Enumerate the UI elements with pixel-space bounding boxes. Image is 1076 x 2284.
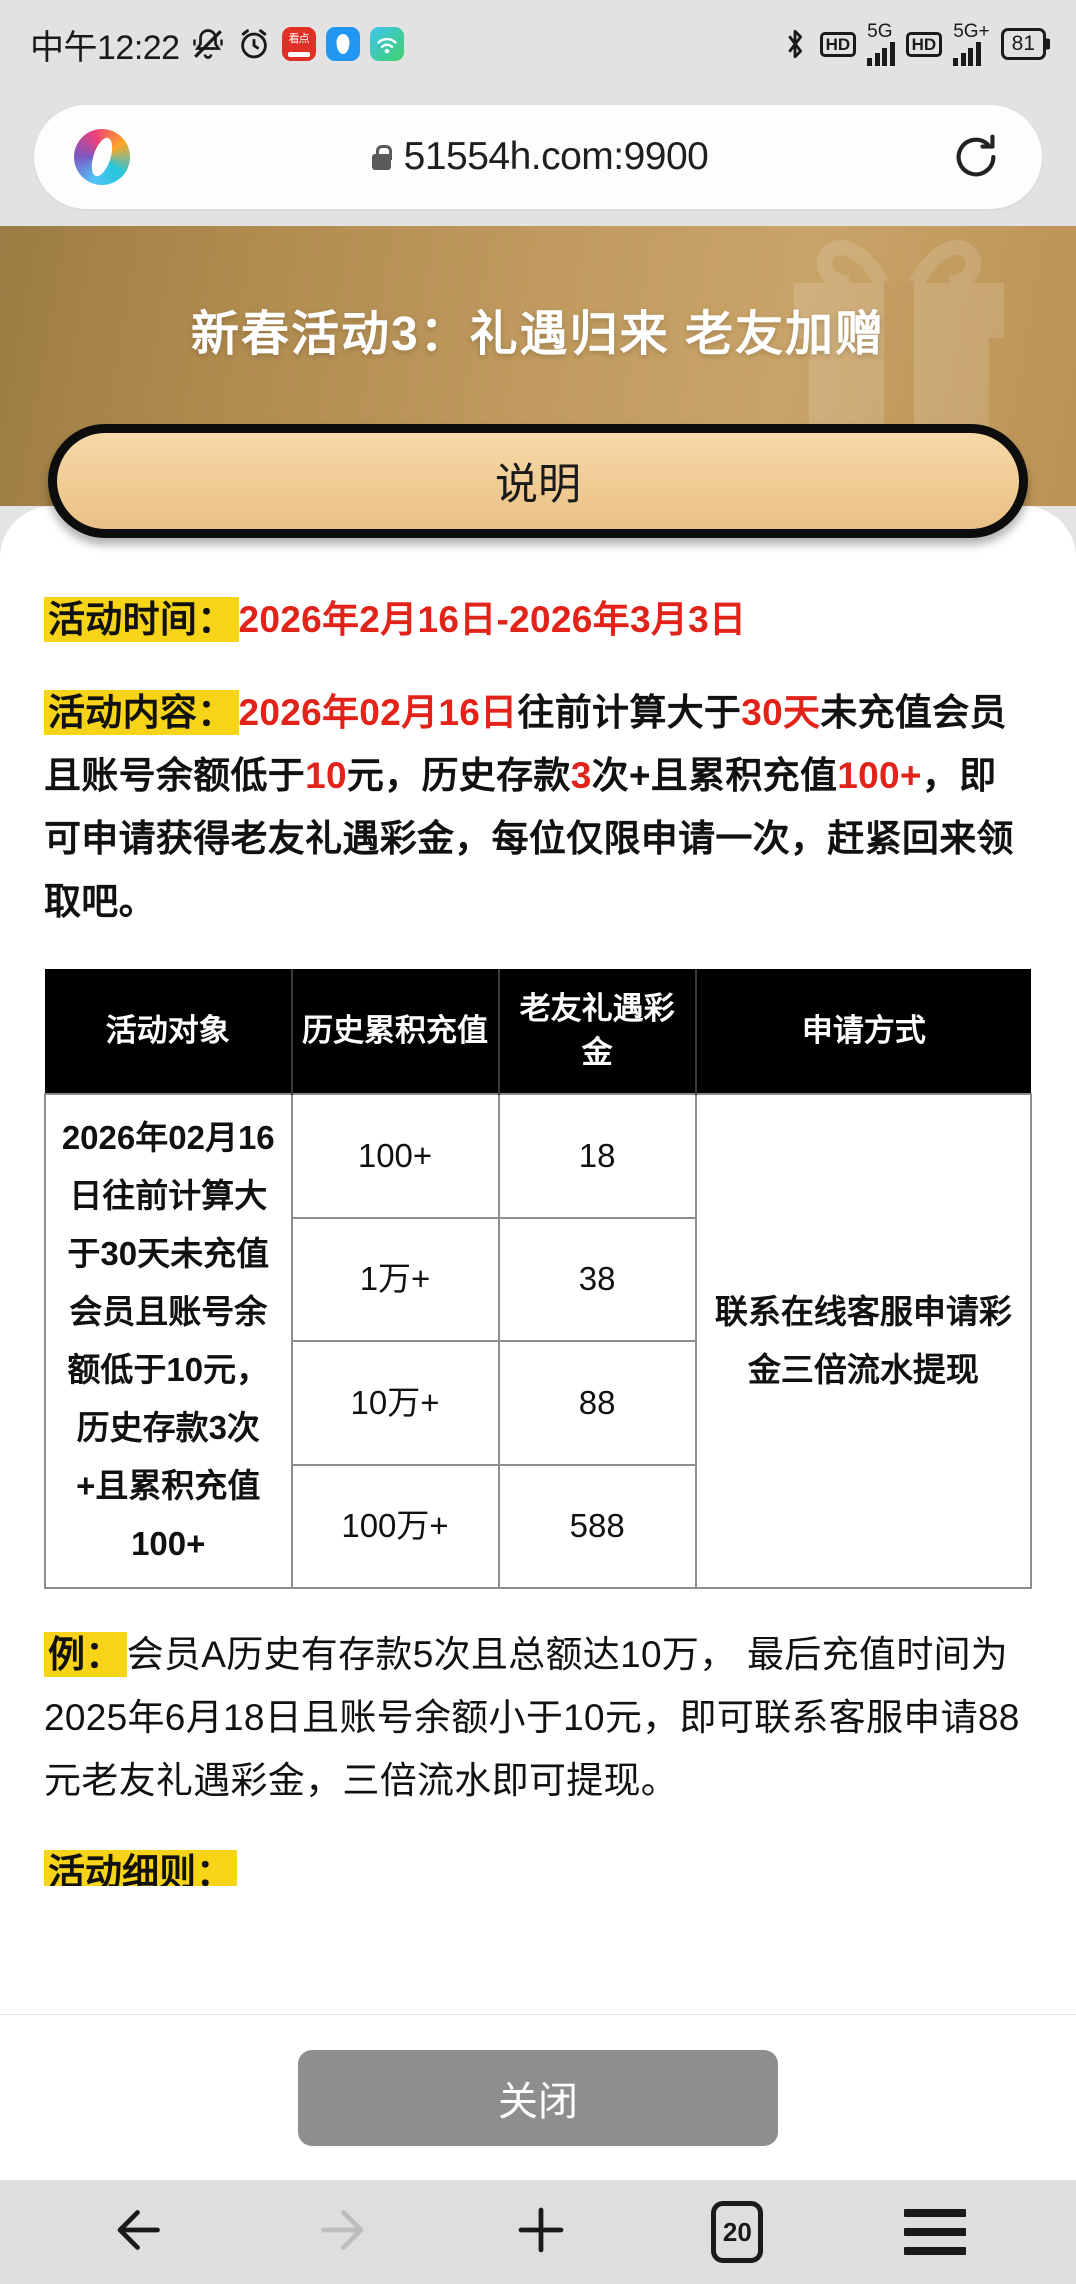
dialog-footer: 关闭 xyxy=(0,2014,1076,2180)
bluetooth-icon xyxy=(781,27,809,61)
table-cell-deposit: 10万+ xyxy=(290,1340,500,1466)
status-bar-clock: 中午12:22 xyxy=(30,28,180,67)
tab-count-button[interactable]: 20 xyxy=(711,2201,764,2263)
reload-icon[interactable] xyxy=(950,131,1002,183)
table-cell-deposit: 1万+ xyxy=(290,1216,500,1342)
table-cell-apply: 联系在线客服申请彩金三倍流水提现 xyxy=(694,1093,1033,1589)
table-row: 1万+ 38 xyxy=(45,1216,1031,1342)
browser-toolbar: 51554h.com:9900 xyxy=(0,88,1076,226)
table-cell-deposit: 100万+ xyxy=(290,1463,500,1589)
content-scroll-area[interactable]: 活动时间： 2026年2月16日-2026年3月3日 活动内容： 2026年02月1… xyxy=(44,506,1033,1886)
signal-bars-1 xyxy=(867,42,895,66)
detail-part-0: 2026年02月16日 xyxy=(238,692,518,733)
alarm-icon xyxy=(236,26,272,62)
detail-part-2: 30天 xyxy=(741,692,821,733)
hd-badge-1: HD xyxy=(819,31,857,57)
table-cell-bonus: 18 xyxy=(497,1093,697,1219)
table-cell-target: 2026年02月16日往前计算大于30天未充值会员且账号余额低于10元，历史存款… xyxy=(44,1093,293,1589)
hd-badge-2: HD xyxy=(905,31,943,57)
table-cell-bonus: 38 xyxy=(497,1216,697,1342)
url-text[interactable]: 51554h.com:9900 xyxy=(403,135,709,178)
activity-table: 活动对象 历史累积充值 老友礼遇彩金 申请方式 2026年02月16日往前计算大… xyxy=(44,969,1033,1589)
example-text: 会员A历史有存款5次且总额达10万， 最后充值时间为2025年6月18日且账号余… xyxy=(44,1634,1020,1801)
status-bar: 中午12:22 xyxy=(0,0,1076,88)
content-panel: 活动时间： 2026年2月16日-2026年3月3日 活动内容： 2026年02月1… xyxy=(0,506,1076,2014)
detail-part-3: 未充值会员且账号余额低于 xyxy=(44,692,1007,796)
status-bar-right: HD 5G HD 5G+ 81 xyxy=(781,22,1046,66)
table-header-apply: 申请方式 xyxy=(695,969,1031,1094)
example-label: 例： xyxy=(44,1632,127,1677)
rules-label: 活动细则： xyxy=(44,1850,237,1886)
hamburger-menu-icon[interactable] xyxy=(903,2209,966,2255)
battery-indicator: 81 xyxy=(1000,28,1046,60)
detail-part-7: 次+且累积充值 xyxy=(591,755,838,796)
detail-part-8: 100+ xyxy=(837,755,922,796)
table-row: 10万+ 88 xyxy=(45,1340,1031,1466)
back-arrow-icon[interactable] xyxy=(110,2200,170,2265)
activity-time-value: 2026年2月16日-2026年3月3日 xyxy=(238,599,747,640)
detail-part-9: ，即可申请获得老友礼遇彩金，每位仅限申请一次，赶紧回来领取吧。 xyxy=(44,755,1014,922)
table-cell-bonus: 588 xyxy=(497,1463,697,1589)
mute-icon xyxy=(190,26,226,62)
rules-line: 活动细则： xyxy=(44,1842,1032,1886)
lock-icon xyxy=(371,144,393,170)
signal-group-2: 5G+ xyxy=(953,21,990,66)
address-bar[interactable]: 51554h.com:9900 xyxy=(34,105,1042,209)
signal-bars-2 xyxy=(953,42,981,66)
browser-bottom-nav: 20 xyxy=(0,2180,1076,2284)
forward-arrow-icon xyxy=(311,2200,371,2265)
table-row: 2026年02月16日往前计算大于30天未充值会员且账号余额低于10元，历史存款… xyxy=(44,1093,1033,1589)
detail-part-5: 元，历史存款 xyxy=(346,755,571,796)
kandian-app-icon xyxy=(281,27,316,61)
tab-instructions-label: 说明 xyxy=(495,461,581,509)
banner-title: 新春活动3：礼遇归来 老友加赠 xyxy=(190,308,886,361)
plus-icon[interactable] xyxy=(511,2200,571,2265)
address-bar-center[interactable]: 51554h.com:9900 xyxy=(130,135,950,179)
table-cell-bonus: 88 xyxy=(497,1340,697,1466)
table-header-deposit: 历史累积充值 xyxy=(291,969,500,1094)
table-header-bonus: 老友礼遇彩金 xyxy=(498,969,697,1094)
detail-part-6: 3 xyxy=(570,755,592,796)
wifi-master-app-icon xyxy=(369,27,404,61)
network-type-1: 5G xyxy=(867,21,893,42)
table-cell-deposit: 100+ xyxy=(290,1093,500,1219)
activity-detail-line: 活动内容： 2026年02月16日往前计算大于30天未充值会员且账号余额低于10元… xyxy=(44,681,1032,933)
copilot-icon[interactable] xyxy=(74,129,130,185)
table-row: 100万+ 588 xyxy=(45,1463,1031,1589)
activity-detail-label: 活动内容： xyxy=(44,690,239,735)
detail-part-4: 10 xyxy=(305,755,347,796)
close-button[interactable]: 关闭 xyxy=(298,2049,778,2146)
status-bar-left: 中午12:22 xyxy=(30,20,404,69)
tab-instructions[interactable]: 说明 xyxy=(48,424,1028,538)
example-line: 例： 会员A历史有存款5次且总额达10万， 最后充值时间为2025年6月18日且账… xyxy=(44,1623,1032,1812)
detail-part-1: 往前计算大于 xyxy=(517,692,742,733)
table-header-row: 活动对象 历史累积充值 老友礼遇彩金 申请方式 xyxy=(45,969,1031,1094)
activity-time-label: 活动时间： xyxy=(44,597,239,642)
table-header-target: 活动对象 xyxy=(45,969,293,1094)
messenger-app-icon xyxy=(325,27,360,61)
signal-group-1: 5G xyxy=(867,22,895,66)
activity-time-line: 活动时间： 2026年2月16日-2026年3月3日 xyxy=(44,588,1032,651)
network-type-2: 5G+ xyxy=(953,21,990,42)
